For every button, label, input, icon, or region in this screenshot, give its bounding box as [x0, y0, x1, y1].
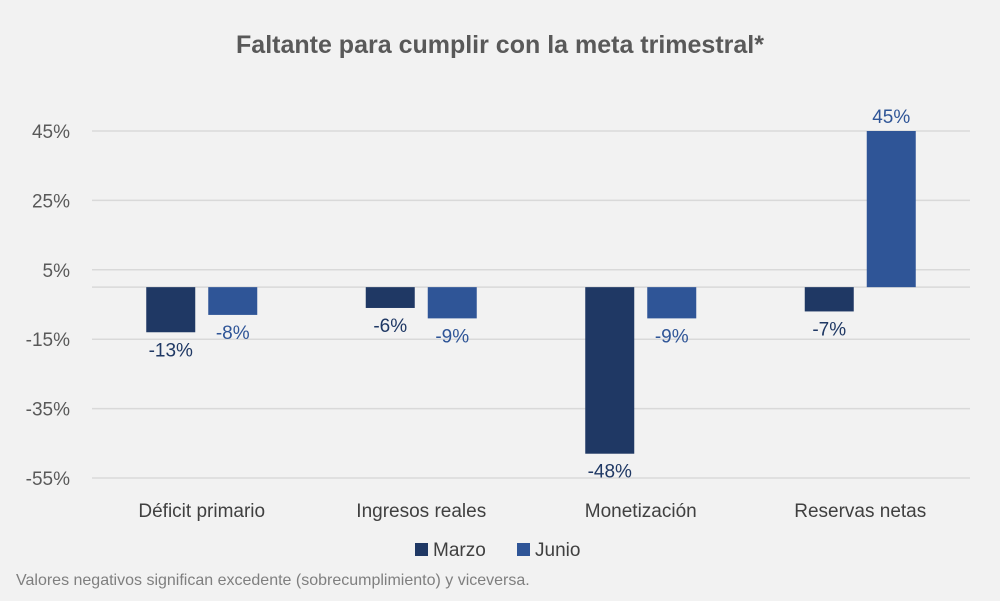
bars [146, 131, 916, 454]
bar-junio [427, 287, 477, 319]
data-label: -6% [373, 316, 407, 337]
legend: Marzo Junio [415, 540, 580, 561]
bar-junio [647, 287, 697, 319]
bar-marzo [146, 287, 196, 333]
data-label: -8% [216, 323, 250, 344]
legend-swatch [415, 543, 428, 556]
footnote: Valores negativos significan excedente (… [16, 572, 530, 589]
legend-swatch [517, 543, 530, 556]
category-label: Monetización [585, 501, 697, 522]
bar-marzo [585, 287, 635, 454]
y-tick-label: -15% [26, 330, 70, 351]
y-tick-label: 25% [32, 191, 70, 212]
y-tick-label: -35% [26, 400, 70, 421]
data-label: -9% [435, 326, 469, 347]
data-label: -9% [655, 326, 689, 347]
legend-label: Marzo [433, 540, 486, 561]
data-label: 45% [872, 107, 910, 128]
data-label: -48% [588, 462, 632, 483]
data-labels: -13% -8% -6% -9% -48% -9% -7% 45% [149, 107, 911, 483]
data-label: -13% [149, 340, 193, 361]
y-tick-label: -55% [26, 469, 70, 490]
y-tick-label: 45% [32, 122, 70, 143]
y-tick-label: 5% [43, 261, 71, 282]
legend-label: Junio [535, 540, 580, 561]
data-label: -7% [812, 319, 846, 340]
category-label: Reservas netas [794, 501, 926, 522]
category-label: Ingresos reales [356, 501, 486, 522]
bar-marzo [804, 287, 854, 312]
x-axis-categories: Déficit primario Ingresos reales Monetizac… [138, 501, 926, 522]
category-label: Déficit primario [138, 501, 265, 522]
bar-marzo [365, 287, 415, 308]
chart-title: Faltante para cumplir con la meta trimes… [236, 31, 764, 59]
bar-junio [866, 131, 916, 288]
bar-junio [208, 287, 258, 315]
y-axis-ticks: 45% 25% 5% -15% -35% -55% [26, 122, 70, 490]
